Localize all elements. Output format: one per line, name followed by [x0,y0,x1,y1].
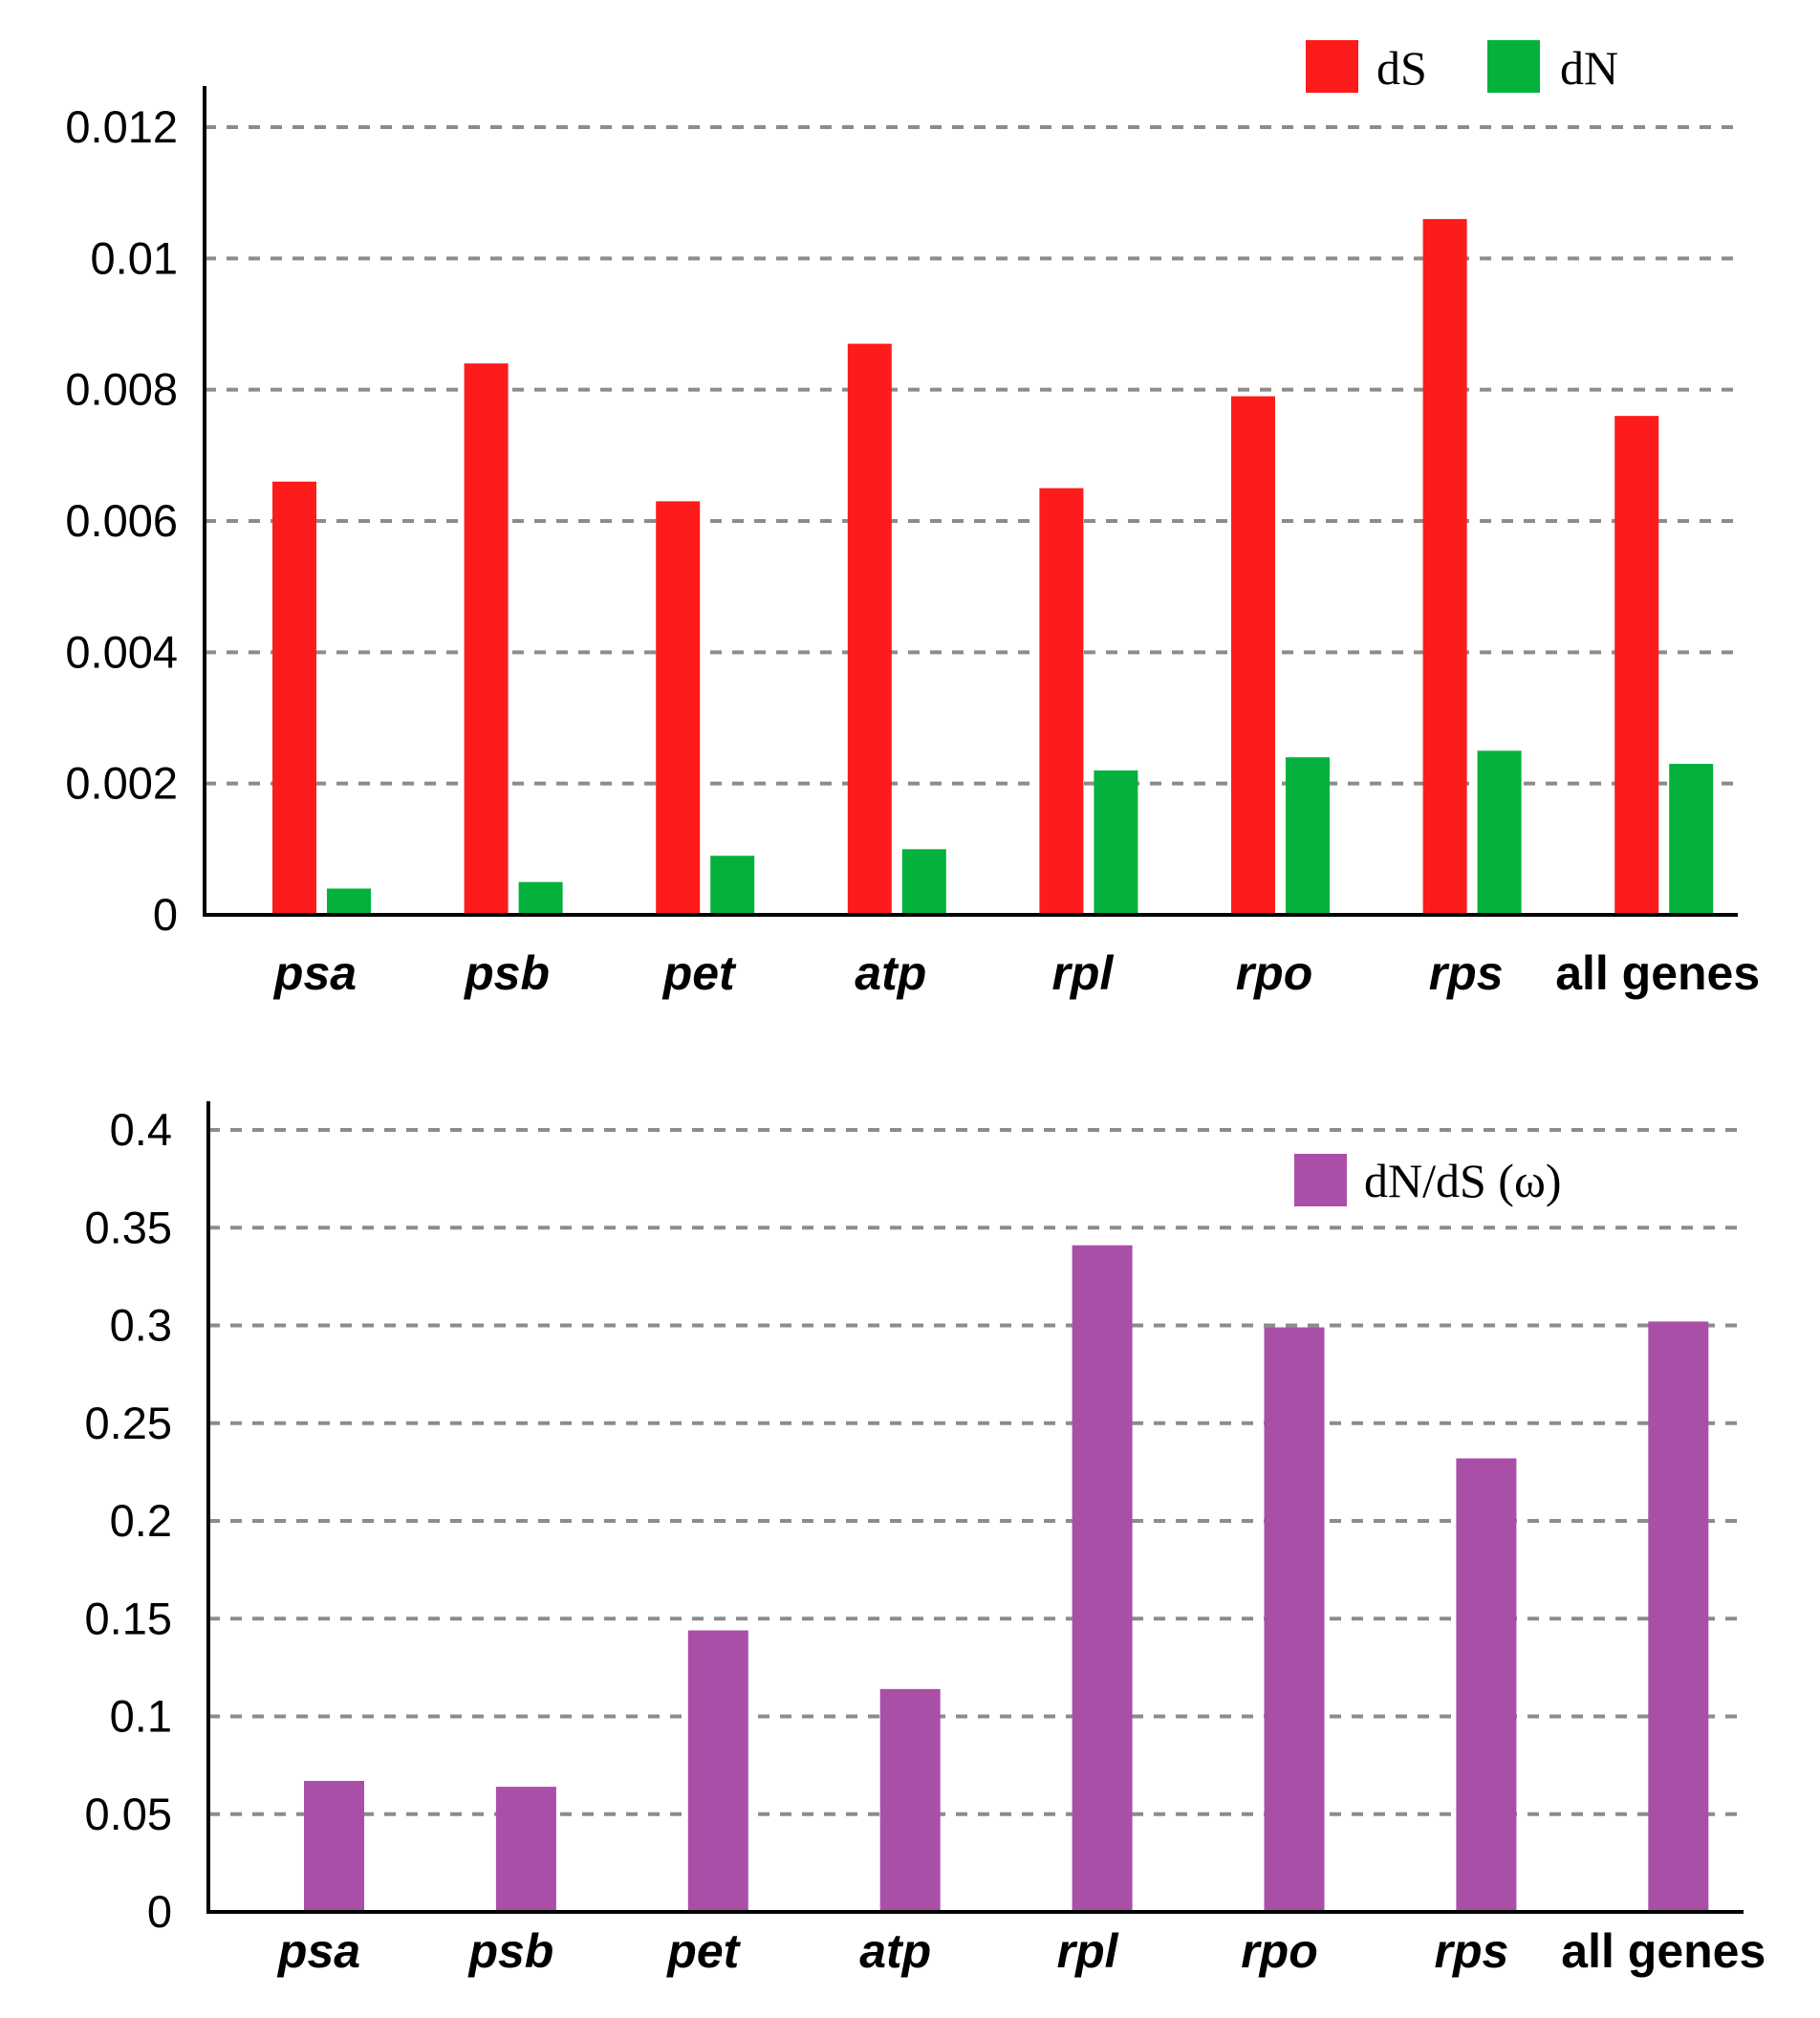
bar-dn-ds-rpo [1264,1327,1325,1912]
legend-swatch-dn-ds [1294,1154,1347,1206]
bar-ds-atp [847,343,892,916]
bar-dn-rpl [1094,770,1138,915]
bar-ds-psa [272,481,316,915]
y-tick-label: 0.2 [110,1495,172,1546]
y-tick-label: 0.1 [110,1691,172,1742]
x-tick-label: rpo [1236,946,1313,1000]
x-tick-label: psb [466,1924,553,1978]
x-tick-label: atp [855,946,926,1000]
y-tick-label: 0.25 [85,1398,172,1448]
x-tick-label: pet [661,946,737,1000]
x-tick-label: psa [276,1924,360,1978]
bar-ds-rpo [1231,396,1275,915]
x-tick-label: all genes [1561,1924,1766,1978]
x-tick-label: pet [665,1924,741,1978]
bar-dn-ds-psb [495,1787,556,1912]
chart-rates: 0 0.002 0.004 0.006 0.008 0.01 0.012 psa psb pet a… [65,40,1760,1000]
bar-ds-rpl [1039,488,1084,915]
y-tick-label: 0.35 [85,1202,172,1252]
y-tick-label: 0.008 [65,364,178,415]
bar-dn-ds-rpl [1072,1245,1133,1912]
y-tick-label: 0.006 [65,495,178,546]
y-tick-label: 0.01 [91,232,178,283]
legend-label: dS [1376,41,1427,95]
bar-ds-all-genes [1614,416,1659,916]
axis-lines [203,86,1738,917]
x-tick-label: psa [272,946,357,1000]
bar-dn-rpo [1286,757,1330,915]
x-tick-label: rps [1434,1924,1508,1978]
bar-ds-pet [656,501,701,915]
bar-dn-ds-rps [1456,1458,1517,1912]
bar-dn-rps [1477,750,1522,915]
chart-omega: 0 0.05 0.1 0.15 0.2 0.25 0.3 0.35 0.4 psa psb pet at… [85,1101,1766,1978]
legend-swatch-ds [1306,40,1358,93]
legend-label: dN/dS (ω) [1364,1154,1562,1207]
x-tick-label: all genes [1555,946,1760,1000]
x-tick-label: rpo [1241,1924,1318,1978]
y-tick-label: 0 [147,1886,172,1937]
y-tick-label: 0.05 [85,1789,172,1839]
bar-dn-ds-pet [687,1630,748,1912]
bar-dn-atp [901,849,946,915]
y-tick-label: 0.3 [110,1300,172,1351]
y-tick-label: 0.012 [65,101,178,152]
x-tick-label: atp [859,1924,931,1978]
bar-dn-psa [327,888,371,915]
x-tick-label: rpl [1057,1924,1119,1978]
x-tick-label: rpl [1051,946,1114,1000]
x-tick-label: rps [1429,946,1504,1000]
y-tick-label: 0.4 [110,1104,172,1155]
y-tick-label: 0.002 [65,758,178,809]
x-tick-label: psb [463,946,550,1000]
bar-dn-ds-atp [879,1688,941,1912]
bar-dn-psb [518,881,563,915]
axis-lines [206,1101,1744,1914]
y-tick-label: 0.004 [65,626,178,677]
legend-label: dN [1560,41,1618,95]
bar-dn-pet [710,856,755,915]
bar-ds-psb [464,363,509,915]
y-tick-label: 0 [153,889,178,940]
bar-ds-rps [1422,219,1467,916]
bar-dn-ds-all-genes [1648,1321,1709,1912]
legend-swatch-dn [1487,40,1540,93]
y-tick-label: 0.15 [85,1593,172,1643]
bar-dn-ds-psa [304,1780,364,1912]
bar-dn-all-genes [1669,764,1714,915]
